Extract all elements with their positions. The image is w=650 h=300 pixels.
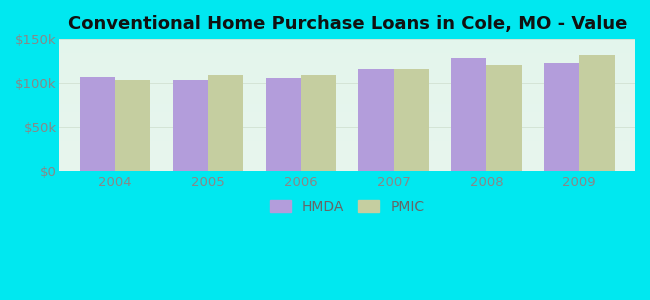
Title: Conventional Home Purchase Loans in Cole, MO - Value: Conventional Home Purchase Loans in Cole…	[68, 15, 627, 33]
Bar	[486, 65, 522, 171]
Bar	[544, 62, 579, 171]
Bar	[394, 69, 429, 171]
Bar	[451, 58, 486, 171]
Bar	[115, 80, 150, 171]
Bar	[358, 69, 394, 171]
Bar	[173, 80, 208, 171]
Legend: HMDA, PMIC: HMDA, PMIC	[265, 194, 430, 220]
Bar	[208, 75, 243, 171]
Bar	[579, 55, 615, 171]
Bar	[80, 76, 115, 171]
Bar	[265, 77, 301, 171]
Bar	[301, 75, 336, 171]
